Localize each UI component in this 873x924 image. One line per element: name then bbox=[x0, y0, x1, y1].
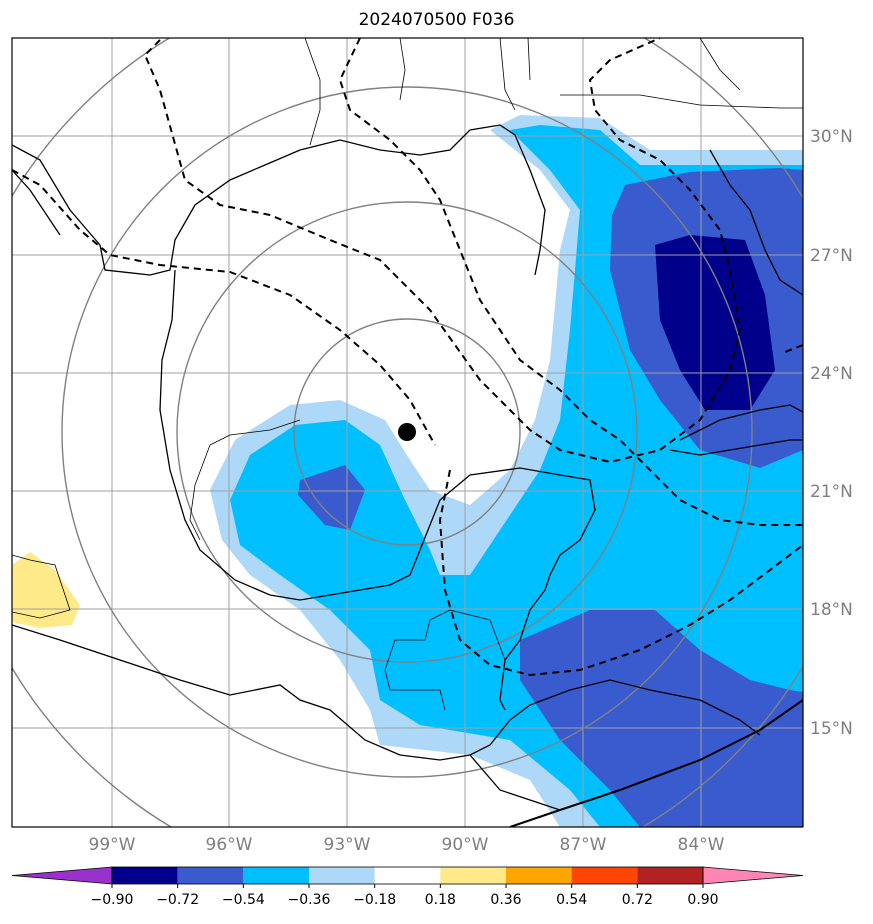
colorbar-tick-label: 0.18 bbox=[425, 892, 456, 908]
colorbar-tick-label: −0.54 bbox=[222, 892, 265, 908]
colorbar-tick-label: 0.54 bbox=[556, 892, 587, 908]
colorbar-segment bbox=[177, 867, 244, 884]
lat-label: 21°N bbox=[810, 482, 853, 502]
colorbar-segment bbox=[309, 867, 375, 884]
shade-royal-blue-gulf bbox=[298, 465, 365, 530]
colorbar-tick-label: 0.72 bbox=[622, 892, 653, 908]
dashed-contours bbox=[12, 38, 803, 677]
lat-label: 15°N bbox=[810, 719, 853, 739]
colorbar-tick-label: −0.72 bbox=[156, 892, 199, 908]
colorbar-tick-label: −0.90 bbox=[91, 892, 134, 908]
map-panel bbox=[12, 38, 803, 827]
colorbar-segment bbox=[506, 867, 572, 884]
colorbar-segment bbox=[440, 867, 506, 884]
lon-label: 90°W bbox=[442, 835, 489, 855]
lat-labels: 30°N 27°N 24°N 21°N 18°N 15°N bbox=[810, 127, 853, 739]
coastlines bbox=[12, 124, 803, 811]
lon-label: 87°W bbox=[560, 835, 607, 855]
colorbar-tick-label: −0.18 bbox=[353, 892, 396, 908]
colorbar-segment bbox=[374, 867, 441, 884]
lat-label: 30°N bbox=[810, 127, 853, 147]
track-line bbox=[509, 699, 803, 827]
colorbar-segment bbox=[112, 867, 178, 884]
lon-label: 84°W bbox=[678, 835, 725, 855]
lat-label: 18°N bbox=[810, 600, 853, 620]
colorbar-segment bbox=[243, 867, 309, 884]
storm-center-marker bbox=[398, 423, 416, 441]
range-rings bbox=[12, 38, 803, 827]
colorbar-extend-max bbox=[702, 866, 804, 885]
map-title: 2024070500 F036 bbox=[358, 10, 515, 30]
colorbar: −0.90 −0.72 −0.54 −0.36 −0.18 0.18 0.36 0.54 0.7… bbox=[11, 866, 804, 908]
lat-label: 27°N bbox=[810, 246, 853, 266]
shaded-field bbox=[12, 115, 803, 827]
lon-label: 93°W bbox=[324, 835, 371, 855]
colorbar-outline bbox=[111, 866, 704, 885]
colorbar-extend-min bbox=[11, 866, 113, 885]
colorbar-tick-label: 0.36 bbox=[490, 892, 521, 908]
gridlines bbox=[12, 38, 803, 827]
colorbar-segment bbox=[637, 867, 703, 884]
lat-label: 24°N bbox=[810, 364, 853, 384]
lon-label: 99°W bbox=[89, 835, 136, 855]
lon-label: 96°W bbox=[206, 835, 253, 855]
colorbar-segment bbox=[571, 867, 638, 884]
colorbar-tick-label: −0.36 bbox=[288, 892, 331, 908]
shade-royal-blue-s bbox=[520, 610, 803, 827]
lon-labels: 99°W 96°W 93°W 90°W 87°W 84°W bbox=[89, 835, 725, 855]
map-frame bbox=[11, 37, 804, 828]
shade-navy bbox=[655, 235, 775, 410]
borders bbox=[12, 38, 803, 711]
colorbar-tick-label: 0.90 bbox=[687, 892, 718, 908]
